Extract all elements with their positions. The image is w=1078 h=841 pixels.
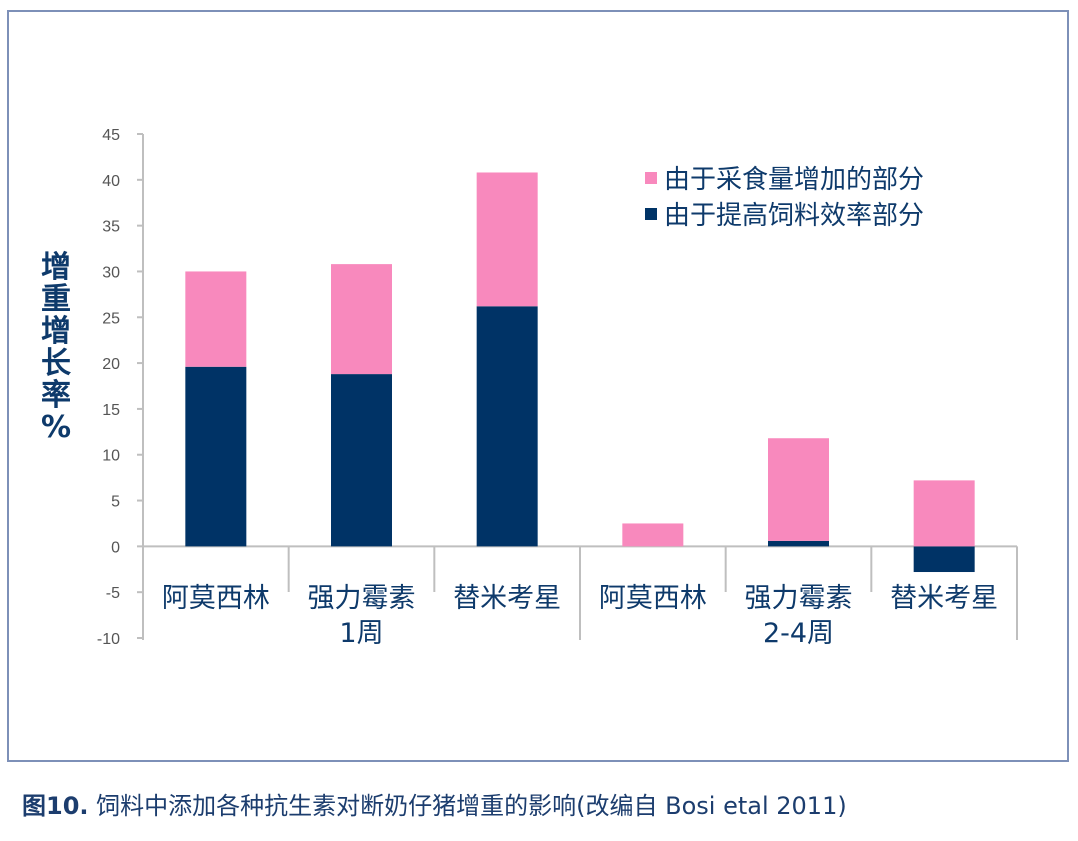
y-tick-label: 30 <box>102 264 120 281</box>
y-axis-label-char: 增 <box>41 250 71 285</box>
y-tick-label: -5 <box>106 585 120 602</box>
category-label: 替米考星 <box>890 583 998 614</box>
bar-segment <box>185 271 247 367</box>
category-label: 强力霉素 <box>308 583 416 614</box>
bar-segment <box>913 546 975 573</box>
legend-swatch <box>645 172 657 184</box>
y-axis-label-char: % <box>40 410 72 445</box>
category-label: 阿莫西林 <box>162 583 270 614</box>
group-label: 2-4周 <box>763 618 834 649</box>
caption-prefix: 图10. <box>22 792 89 820</box>
bar-segment <box>913 480 975 547</box>
legend-label: 由于采食量增加的部分 <box>664 165 924 195</box>
legend-label: 由于提高饲料效率部分 <box>664 201 924 231</box>
bar-segment <box>768 438 829 541</box>
group-label: 1周 <box>339 618 383 649</box>
y-axis-label-char: 率 <box>41 378 71 413</box>
bar-segment <box>331 264 392 375</box>
y-tick-label: 15 <box>102 402 120 419</box>
y-axis-label-char: 长 <box>41 346 71 381</box>
bar-segment <box>331 374 392 547</box>
chart-frame <box>7 10 1069 762</box>
y-axis-label-char: 重 <box>41 282 71 317</box>
y-tick-label: 40 <box>102 173 120 190</box>
bar-segment <box>622 523 684 547</box>
y-tick-label: 45 <box>102 127 120 144</box>
category-label: 强力霉素 <box>745 583 853 614</box>
bar-segment <box>185 366 247 547</box>
y-tick-label: 20 <box>102 356 120 373</box>
legend-swatch <box>645 208 657 220</box>
y-tick-label: 35 <box>102 219 120 236</box>
bar-segment <box>768 540 829 547</box>
bar-segment <box>476 172 538 307</box>
bar-segment <box>476 306 538 547</box>
category-label: 阿莫西林 <box>599 583 707 614</box>
y-tick-label: 10 <box>102 448 120 465</box>
y-tick-label: -10 <box>97 631 120 648</box>
category-label: 替米考星 <box>453 583 561 614</box>
caption-text: 饲料中添加各种抗生素对断奶仔猪增重的影响(改编自 Bosi etal 2011) <box>88 792 847 820</box>
y-tick-label: 0 <box>111 539 120 556</box>
y-axis-label-char: 增 <box>41 314 71 349</box>
y-axis-label: 增 重 增 长 率 % <box>36 252 76 444</box>
figure-caption: 图10. 饲料中添加各种抗生素对断奶仔猪增重的影响(改编自 Bosi etal … <box>22 786 847 821</box>
y-tick-label: 25 <box>102 310 120 327</box>
y-tick-label: 5 <box>111 494 120 511</box>
